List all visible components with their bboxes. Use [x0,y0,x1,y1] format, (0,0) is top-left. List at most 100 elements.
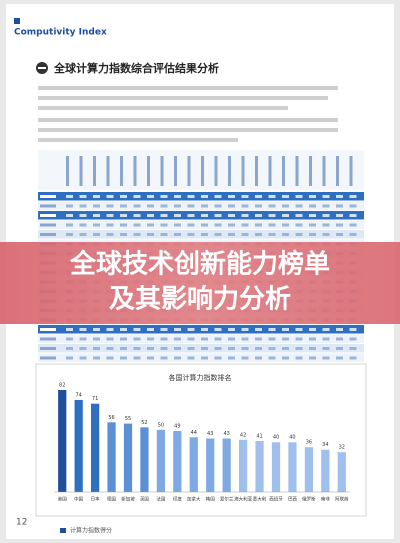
legend-swatch [60,528,66,533]
cell [93,223,100,227]
cell [66,328,73,331]
bar [206,438,215,492]
cell [106,233,114,236]
cell [336,214,343,217]
cell [133,356,141,360]
cell [120,337,127,341]
header-text [268,156,272,186]
cell [93,233,100,236]
cell [336,233,343,236]
cell [228,204,235,208]
cell [174,337,181,341]
cell [295,214,303,217]
value-label: 36 [306,440,312,446]
cell [322,223,330,227]
cell [255,214,262,217]
cell [160,328,168,331]
header-text [201,156,204,186]
cell [268,204,276,208]
cell [241,204,249,208]
cell [255,347,262,350]
cell [93,214,100,217]
cell [187,204,195,208]
cell [241,223,249,227]
chart-title: 各国计算力指数排名 [169,373,232,382]
value-label: 82 [59,383,65,389]
value-label: 49 [174,424,180,430]
cell [174,195,181,198]
cell [349,195,357,198]
cell [174,204,181,208]
text-line [38,106,288,110]
cell [336,328,343,331]
section-title: 全球计算力指数综合评估结果分析 [53,61,219,75]
cell [133,204,141,208]
cell [147,328,154,331]
value-label: 71 [92,396,98,402]
cell [349,223,357,227]
cell [295,204,303,208]
cell [120,195,127,198]
cell [295,233,303,236]
cell [120,204,127,208]
text-line [38,86,338,90]
category-label: 韩国 [206,496,215,503]
value-label: 42 [240,432,246,438]
bar [189,437,198,492]
cell [295,223,303,227]
value-label: 32 [339,445,345,451]
value-label: 40 [273,435,279,441]
cell [268,233,276,236]
cell [187,356,195,360]
cell [228,356,235,360]
category-label: 澳大利亚 [234,496,252,503]
cell [133,233,141,236]
cell [309,195,316,198]
cell [295,356,303,360]
cell [309,204,316,208]
category-label: 意大利 [253,496,267,503]
bar [156,429,165,492]
cell [349,337,357,341]
cell [66,337,73,341]
cell [93,195,100,198]
cell [228,328,235,331]
row-label [40,328,56,331]
cell [160,195,168,198]
cell [187,195,195,198]
cell [93,204,100,208]
cell [214,214,222,217]
text-line [38,128,338,132]
value-label: 40 [289,435,295,441]
cell [241,347,249,350]
cell [322,214,330,217]
header-text [174,156,177,186]
cell [268,347,276,350]
value-label: 52 [141,420,147,426]
cell [79,328,87,331]
cell [214,223,222,227]
value-label: 56 [108,415,114,421]
cell [133,214,141,217]
bar [304,447,313,492]
header-text [120,156,123,186]
cell [322,204,330,208]
bar [107,422,116,492]
cell [336,223,343,227]
value-label: 43 [207,431,213,437]
cell [268,223,276,227]
cell [322,195,330,198]
header-text [309,156,312,186]
cell [349,233,357,236]
cell [187,347,195,350]
page-number: 12 [16,518,27,528]
legend-label: 计算力指数得分 [70,527,112,535]
cell [309,337,316,341]
category-label: 印度 [173,496,182,503]
cell [282,214,289,217]
row-label [40,223,56,227]
cell [106,214,114,217]
cell [79,356,87,360]
cell [79,347,87,350]
